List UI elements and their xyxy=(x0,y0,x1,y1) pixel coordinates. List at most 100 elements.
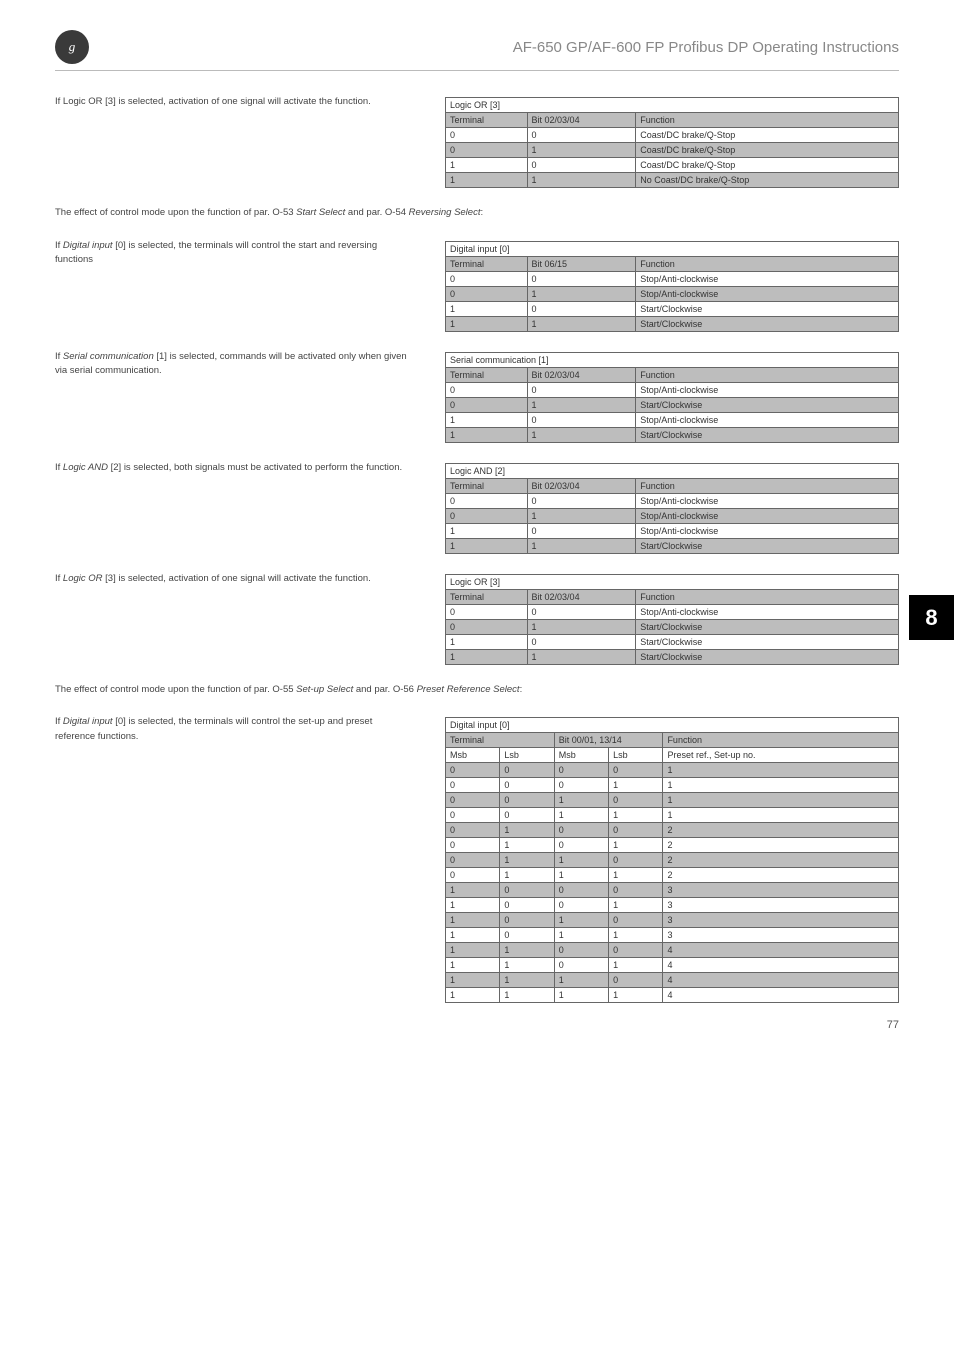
description-text: If Logic AND [2] is selected, both signa… xyxy=(55,461,415,476)
table-cell: Start/Clockwise xyxy=(636,316,899,331)
table-header-cell: Function xyxy=(636,367,899,382)
table-header-cell: Bit 02/03/04 xyxy=(527,589,636,604)
document-title: AF-650 GP/AF-600 FP Profibus DP Operatin… xyxy=(513,39,899,56)
table-cell: 2 xyxy=(663,823,899,838)
table-cell: Start/Clockwise xyxy=(636,397,899,412)
table-row: 01Start/Clockwise xyxy=(446,619,899,634)
table-cell: 0 xyxy=(500,913,554,928)
table-cell: 1 xyxy=(446,173,528,188)
table-cell: 1 xyxy=(500,988,554,1003)
table-group-header-row: TerminalBit 00/01, 13/14Function xyxy=(446,733,899,748)
table-cell: 0 xyxy=(609,913,663,928)
table-cell: 1 xyxy=(554,808,608,823)
table-cell: 1 xyxy=(500,823,554,838)
table-cell: 0 xyxy=(554,898,608,913)
table-cell: 1 xyxy=(446,158,528,173)
table-cell: 1 xyxy=(446,301,528,316)
table-cell: 0 xyxy=(446,793,500,808)
table-cell: 1 xyxy=(527,649,636,664)
data-table: Digital input [0]TerminalBit 06/15Functi… xyxy=(445,241,899,332)
table-header-cell: Terminal xyxy=(446,589,528,604)
table-row: 11014 xyxy=(446,958,899,973)
table-container: Digital input [0]TerminalBit 00/01, 13/1… xyxy=(445,715,899,1003)
chapter-tab: 8 xyxy=(909,595,954,640)
table-header-row: TerminalBit 02/03/04Function xyxy=(446,367,899,382)
table-cell: 0 xyxy=(500,928,554,943)
table-cell: 1 xyxy=(446,928,500,943)
table-title-row: Logic OR [3] xyxy=(446,98,899,113)
table-cell: 1 xyxy=(446,913,500,928)
content-row: If Logic AND [2] is selected, both signa… xyxy=(55,461,899,554)
table-row: 01002 xyxy=(446,823,899,838)
table-cell: 0 xyxy=(500,898,554,913)
table-row: 01112 xyxy=(446,868,899,883)
description-text: If Digital input [0] is selected, the te… xyxy=(55,715,415,744)
table-title-row: Serial communication [1] xyxy=(446,352,899,367)
table-cell: 0 xyxy=(554,823,608,838)
table-cell: 1 xyxy=(446,412,528,427)
table-row: 10Start/Clockwise xyxy=(446,301,899,316)
table-cell: 1 xyxy=(527,143,636,158)
table-row: 01012 xyxy=(446,838,899,853)
data-table: Logic AND [2]TerminalBit 02/03/04Functio… xyxy=(445,463,899,554)
table-cell: Stop/Anti-clockwise xyxy=(636,286,899,301)
table-cell: Start/Clockwise xyxy=(636,427,899,442)
table-row: 11No Coast/DC brake/Q-Stop xyxy=(446,173,899,188)
table-row: 00001 xyxy=(446,763,899,778)
table-cell: 0 xyxy=(527,412,636,427)
table-cell: 1 xyxy=(446,943,500,958)
table-cell: 0 xyxy=(446,778,500,793)
table-cell: Stop/Anti-clockwise xyxy=(636,412,899,427)
table-cell: 0 xyxy=(527,382,636,397)
table-cell: 0 xyxy=(446,868,500,883)
table-cell: Stop/Anti-clockwise xyxy=(636,508,899,523)
table-title: Logic OR [3] xyxy=(446,98,899,113)
table-header-cell: Bit 02/03/04 xyxy=(527,367,636,382)
table-cell: 1 xyxy=(446,649,528,664)
table-cell: 1 xyxy=(446,883,500,898)
table-cell: 0 xyxy=(446,271,528,286)
table-cell: 3 xyxy=(663,913,899,928)
table-row: 10Stop/Anti-clockwise xyxy=(446,523,899,538)
table-cell: 0 xyxy=(446,382,528,397)
table-row: 01Stop/Anti-clockwise xyxy=(446,286,899,301)
table-cell: 1 xyxy=(554,988,608,1003)
table-row: 10103 xyxy=(446,913,899,928)
table-title-row: Digital input [0] xyxy=(446,718,899,733)
table-header-cell: Terminal xyxy=(446,256,528,271)
table-title-row: Logic AND [2] xyxy=(446,463,899,478)
table-cell: 1 xyxy=(609,778,663,793)
table-cell: 0 xyxy=(609,823,663,838)
table-cell: 1 xyxy=(609,898,663,913)
table-cell: 0 xyxy=(500,793,554,808)
table-cell: 1 xyxy=(446,523,528,538)
ge-logo: g xyxy=(55,30,89,64)
table-header-cell: Bit 06/15 xyxy=(527,256,636,271)
table-cell: 3 xyxy=(663,898,899,913)
table-container: Logic OR [3]TerminalBit 02/03/04Function… xyxy=(445,572,899,665)
table-cell: Start/Clockwise xyxy=(636,634,899,649)
page-header: g AF-650 GP/AF-600 FP Profibus DP Operat… xyxy=(55,30,899,71)
table-header-cell: Msb xyxy=(554,748,608,763)
table-cell: Stop/Anti-clockwise xyxy=(636,604,899,619)
table-row: 00Coast/DC brake/Q-Stop xyxy=(446,128,899,143)
table-cell: 0 xyxy=(446,619,528,634)
page-content: If Logic OR [3] is selected, activation … xyxy=(55,95,899,1003)
table-title: Digital input [0] xyxy=(446,718,899,733)
table-cell: 0 xyxy=(446,808,500,823)
table-row: 01Stop/Anti-clockwise xyxy=(446,508,899,523)
table-header-cell: Bit 02/03/04 xyxy=(527,113,636,128)
data-table: Logic OR [3]TerminalBit 02/03/04Function… xyxy=(445,574,899,665)
table-cell: 0 xyxy=(609,763,663,778)
table-title-row: Digital input [0] xyxy=(446,241,899,256)
table-cell: 0 xyxy=(554,958,608,973)
table-cell: 1 xyxy=(554,973,608,988)
table-row: 00Stop/Anti-clockwise xyxy=(446,271,899,286)
table-cell: 1 xyxy=(554,793,608,808)
table-row: 10Stop/Anti-clockwise xyxy=(446,412,899,427)
table-cell: 0 xyxy=(527,158,636,173)
table-cell: 0 xyxy=(446,493,528,508)
table-row: 01102 xyxy=(446,853,899,868)
table-cell: 0 xyxy=(446,823,500,838)
table-cell: 1 xyxy=(609,838,663,853)
